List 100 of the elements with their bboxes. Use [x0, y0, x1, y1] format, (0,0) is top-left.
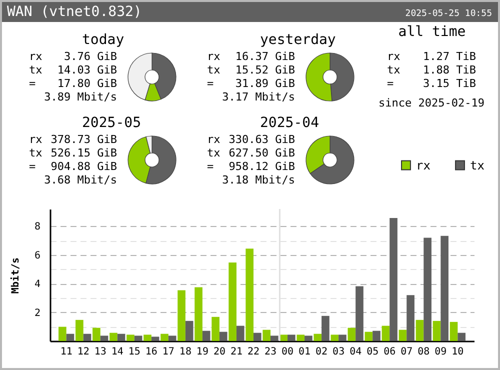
x-tick-label: 02	[316, 346, 328, 358]
x-tick-label: 05	[366, 346, 379, 358]
text: rx	[207, 133, 221, 146]
text: rx	[29, 133, 43, 146]
bar	[236, 326, 244, 341]
text: 2025-05-25 10:55	[405, 9, 492, 19]
text: 3.18 Mbit/s	[222, 174, 295, 186]
text: 526.15 GiB	[50, 146, 118, 160]
chart-title: yesterday	[260, 32, 336, 48]
bar	[372, 330, 380, 341]
x-tick-label: 15	[128, 346, 140, 358]
text: =	[29, 160, 36, 173]
x-tick-label: 03	[332, 346, 345, 358]
x-tick-label: 06	[384, 346, 396, 358]
text: 3.76 GiB	[64, 50, 118, 63]
x-tick-label: 09	[434, 346, 447, 358]
text: =	[387, 77, 394, 90]
text: 3.68 Mbit/s	[44, 174, 117, 186]
text: 3.15 TiB	[423, 77, 476, 90]
text: 330.63 GiB	[228, 133, 296, 146]
bar	[314, 334, 322, 341]
text: since 2025-02-19	[378, 96, 484, 110]
text: 31.89 GiB	[235, 77, 296, 90]
x-tick-label: 21	[230, 346, 242, 358]
text: =	[29, 77, 36, 90]
bar	[382, 326, 390, 341]
text: 14.03 GiB	[57, 64, 118, 76]
x-tick-label: 10	[452, 346, 464, 358]
chart-title: today	[82, 32, 124, 48]
x-tick-label: 20	[213, 346, 226, 358]
bar	[117, 334, 126, 341]
text: 904.88 GiB	[50, 160, 118, 173]
bar	[246, 248, 254, 341]
chart-title: 2025-05	[82, 115, 142, 131]
bar	[364, 332, 373, 341]
y-tick-label: 4	[34, 279, 40, 290]
bar	[134, 336, 142, 341]
text: 958.12 GiB	[228, 160, 296, 173]
text: 378.73 GiB	[50, 133, 118, 146]
x-tick-label: 04	[350, 346, 362, 358]
text: 15.52 GiB	[235, 64, 296, 76]
text: 1.88 TiB	[423, 64, 476, 76]
bar	[440, 236, 448, 341]
bar	[398, 330, 407, 341]
bar	[348, 328, 356, 341]
bar	[253, 332, 262, 341]
bar	[338, 334, 346, 341]
bar	[330, 334, 339, 341]
bar	[228, 262, 236, 341]
bar	[126, 334, 134, 341]
text: all time	[398, 24, 466, 40]
text: tx	[207, 146, 221, 160]
legend-label: rx	[416, 158, 430, 172]
text: rx	[207, 50, 221, 63]
text: tx	[207, 64, 221, 76]
bar	[458, 332, 466, 341]
text: tx	[29, 64, 43, 76]
text: WAN (vtnet0.832)	[7, 4, 142, 20]
text: 627.50 GiB	[228, 146, 296, 160]
x-tick-label: 23	[264, 346, 277, 358]
bar	[270, 336, 278, 341]
bar	[304, 336, 312, 341]
bar	[296, 334, 305, 341]
text: rx	[29, 50, 43, 63]
bar	[262, 330, 271, 341]
x-tick-label: 18	[179, 346, 192, 358]
text: 1.27 TiB	[423, 50, 476, 63]
bar	[58, 326, 66, 341]
x-tick-label: 08	[418, 346, 430, 358]
y-axis-title: Mbit/s	[9, 257, 22, 294]
text: rx	[387, 50, 401, 63]
bar	[288, 334, 296, 341]
bar	[322, 316, 330, 341]
legend-label: tx	[470, 158, 484, 172]
text: =	[207, 77, 214, 90]
text: tx	[29, 146, 43, 160]
y-tick-label: 2	[34, 308, 40, 319]
bar	[390, 218, 398, 341]
bar	[424, 238, 432, 341]
bar	[144, 334, 152, 341]
chart-title: 2025-04	[260, 115, 320, 131]
text: 3.89 Mbit/s	[44, 90, 117, 104]
y-tick-label: 8	[34, 222, 40, 233]
bar	[406, 295, 414, 341]
x-tick-label: 00	[282, 346, 294, 358]
x-tick-label: 14	[111, 346, 124, 358]
bar	[202, 330, 210, 341]
x-tick-label: 13	[94, 346, 106, 358]
bar	[432, 320, 441, 341]
x-tick-label: 17	[162, 346, 174, 358]
bar	[194, 287, 202, 341]
bar	[212, 316, 220, 341]
text: 3.17 Mbit/s	[222, 90, 295, 104]
text: =	[207, 160, 214, 173]
bar	[76, 320, 84, 341]
bar	[83, 334, 92, 341]
bar	[450, 322, 458, 341]
bar	[151, 336, 160, 341]
x-tick-label: 22	[247, 346, 260, 358]
x-tick-label: 12	[77, 346, 90, 358]
